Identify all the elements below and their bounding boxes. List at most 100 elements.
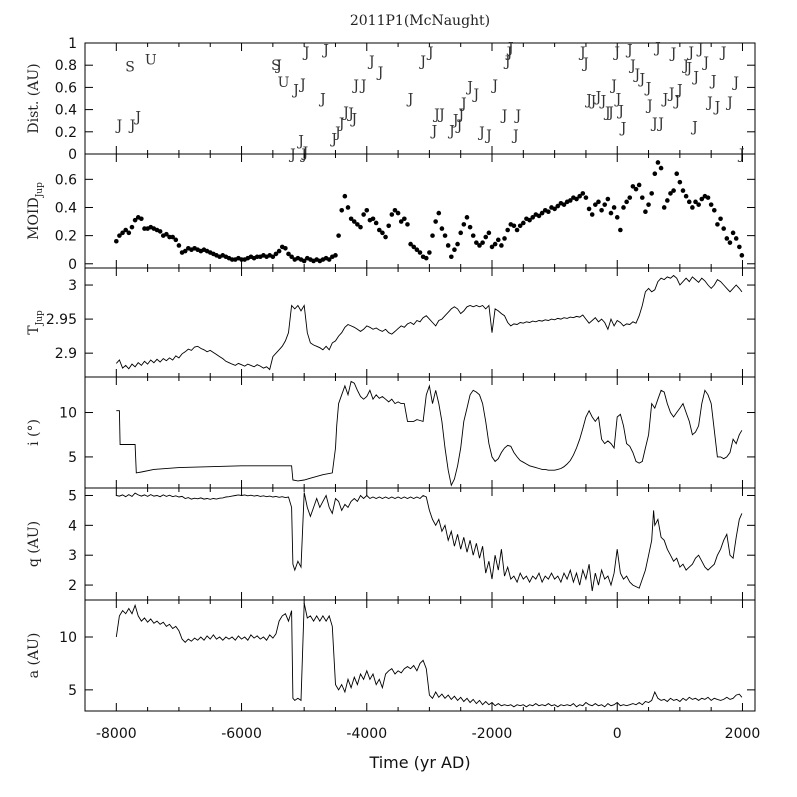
moid-point [683,193,689,199]
moid-point [517,223,523,229]
moid-point [574,196,579,202]
encounter-marker: J [349,111,357,127]
encounter-marker: J [731,75,739,91]
encounter-marker: J [581,56,589,72]
moid-point [449,254,454,260]
moid-point [643,209,648,215]
encounter-marker: J [506,40,514,56]
moid-point [470,233,476,238]
moid-point [718,216,723,222]
encounter-marker: J [690,119,698,135]
series-line-a [115,603,743,708]
moid-point [665,198,670,203]
y-tick-label: 0.2 [55,125,77,141]
encounter-marker: J [661,92,669,108]
moid-point [690,205,695,210]
encounter-marker: J [406,92,414,108]
moid-point [499,243,504,248]
encounter-marker: J [675,83,683,99]
y-axis-label: q (AU) [26,521,42,567]
encounter-marker: S [125,59,135,75]
encounter-marker: J [288,147,296,163]
y-tick-label: 5 [68,450,77,466]
moid-point [561,202,567,207]
moid-point [283,245,288,251]
encounter-marker: J [418,54,426,70]
encounter-marker: J [341,105,349,121]
moid-point [583,195,589,200]
moid-point [639,195,645,200]
moid-point [139,216,144,222]
panel-incl: 5 10 i (°) [26,376,756,489]
encounter-marker: J [291,83,299,99]
encounter-marker: U [145,53,157,69]
encounter-marker: J [673,94,681,110]
moid-point [646,202,651,207]
moid-point [395,210,401,216]
moid-point [164,231,169,237]
encounter-marker: J [594,89,602,105]
moid-point [483,234,489,240]
y-tick-label: 2.95 [46,312,77,328]
encounter-marker: J [669,46,677,62]
encounter-marker: J [432,107,440,123]
moid-point [442,233,448,238]
moid-point [114,238,119,244]
panel-q: 2 3 4 5 q (AU) [26,487,756,601]
moid-point [301,258,307,264]
moid-point [686,199,692,205]
moid-point [464,215,470,220]
moid-point [461,222,467,227]
encounter-marker: J [644,80,652,96]
moid-point [577,193,582,199]
y-tick-label: 0 [68,147,77,163]
encounter-marker: J [713,99,721,115]
moid-point [539,210,545,216]
encounter-marker: J [511,128,519,144]
encounter-marker: J [321,43,329,59]
moid-point [467,224,473,230]
x-axis: -8000 -6000 -4000 -2000 0 2000 [96,726,760,742]
encounter-marker: J [318,92,326,108]
moid-point [633,186,639,192]
encounter-marker: J [691,69,699,85]
moid-point [176,243,182,248]
moid-point [677,179,683,185]
y-tick-label: 0.6 [55,80,77,96]
encounter-marker: J [351,78,359,94]
moid-point [445,243,451,248]
encounter-marker: J [426,45,434,61]
encounter-marker: J [614,92,622,108]
x-tick-label: -8000 [96,726,137,742]
moid-point [289,254,294,260]
moid-point [502,236,507,241]
moid-point [636,182,642,188]
y-tick-label: 1 [68,36,77,52]
moid-point [351,219,357,224]
y-tick-label: 0.8 [55,58,77,74]
moid-point [599,207,604,213]
moid-point [699,196,705,202]
panel-frame [84,267,756,378]
panel-frame [84,487,756,601]
moid-point [708,202,714,207]
y-tick-label: 5 [68,683,77,699]
encounter-marker: J [701,55,709,71]
encounter-marker: J [133,109,141,125]
moid-point [326,257,332,262]
moid-point [655,160,661,165]
encounter-marker: J [616,104,624,120]
encounter-marker: J [490,78,498,94]
encounter-marker: J [705,95,713,111]
moid-point [474,240,479,245]
moid-point [157,229,163,234]
moid-point [680,188,686,193]
moid-point [661,205,667,210]
moid-point [589,212,595,217]
moid-point [527,217,532,223]
moid-point [348,216,354,222]
moid-point [173,237,179,243]
encounter-marker: J [115,118,123,134]
panel-frame [84,376,756,489]
